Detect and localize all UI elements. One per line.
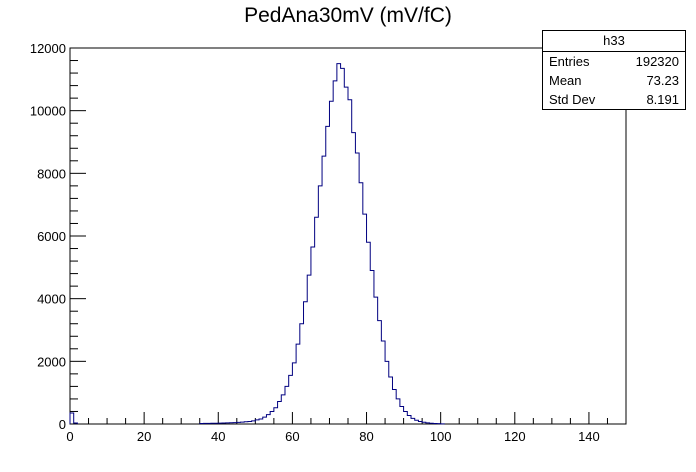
x-tick-label: 140 bbox=[578, 429, 600, 444]
stats-row-stddev: Std Dev 8.191 bbox=[543, 90, 685, 109]
x-tick-label: 40 bbox=[211, 429, 225, 444]
y-tick-label: 8000 bbox=[37, 166, 66, 181]
stats-value: 8.191 bbox=[646, 92, 679, 107]
stats-label: Entries bbox=[549, 54, 590, 69]
stats-box: h33 Entries 192320 Mean 73.23 Std Dev 8.… bbox=[542, 30, 686, 110]
y-tick-label: 2000 bbox=[37, 354, 66, 369]
chart-title: PedAna30mV (mV/fC) bbox=[244, 4, 452, 27]
stats-row-entries: Entries 192320 bbox=[543, 52, 685, 71]
stats-row-mean: Mean 73.23 bbox=[543, 71, 685, 90]
y-tick-label: 0 bbox=[59, 417, 66, 432]
y-tick-label: 6000 bbox=[37, 229, 66, 244]
histogram-line bbox=[69, 63, 445, 425]
x-tick-label: 120 bbox=[504, 429, 526, 444]
x-tick-label: 60 bbox=[285, 429, 299, 444]
y-tick-label: 4000 bbox=[37, 292, 66, 307]
stats-label: Std Dev bbox=[549, 92, 596, 107]
stats-value: 73.23 bbox=[646, 73, 679, 88]
stats-label: Mean bbox=[549, 73, 582, 88]
x-tick-label: 100 bbox=[430, 429, 452, 444]
x-tick-label: 80 bbox=[359, 429, 373, 444]
stats-value: 192320 bbox=[635, 54, 679, 69]
x-tick-label: 0 bbox=[66, 429, 73, 444]
y-tick-label: 12000 bbox=[30, 41, 66, 56]
x-tick-label: 20 bbox=[137, 429, 151, 444]
y-tick-label: 10000 bbox=[30, 104, 66, 119]
stats-histogram-name: h33 bbox=[543, 31, 685, 52]
axis-ticks bbox=[69, 47, 627, 425]
axis-tick-labels: 0 20 40 60 80 100 120 140 0 2000 4000 6000 8000 10000… bbox=[30, 41, 600, 444]
